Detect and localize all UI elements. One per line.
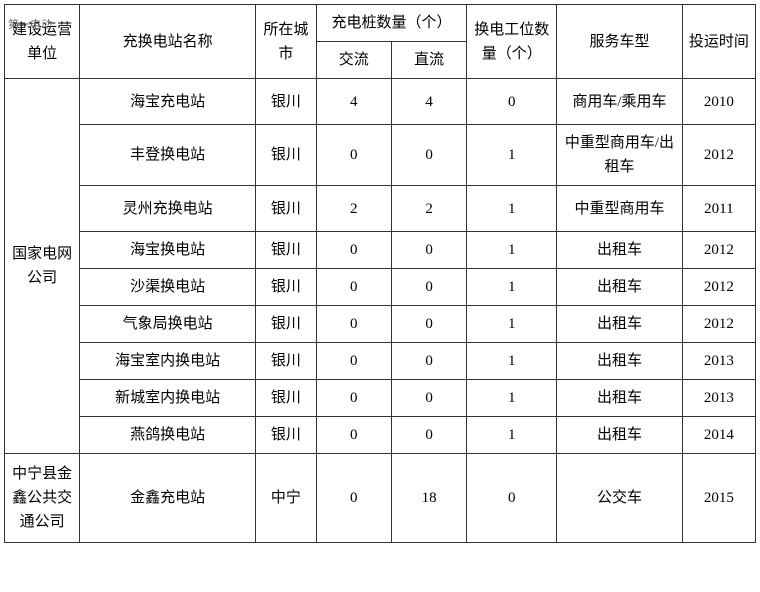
cell-dc: 0 [391,343,466,380]
cell-year: 2012 [682,306,755,343]
header-charger-count: 充电桩数量（个） [316,5,467,42]
cell-ac: 0 [316,125,391,186]
cell-ac: 0 [316,343,391,380]
cell-year: 2013 [682,343,755,380]
cell-type: 中重型商用车/出租车 [557,125,683,186]
cell-ac: 0 [316,380,391,417]
cell-dc: 0 [391,417,466,454]
cell-station: 气象局换电站 [80,306,256,343]
cell-dc: 4 [391,79,466,125]
cell-city: 银川 [256,380,317,417]
cell-dc: 0 [391,125,466,186]
cell-city: 银川 [256,125,317,186]
cell-station: 新城室内换电站 [80,380,256,417]
cell-station: 丰登换电站 [80,125,256,186]
cell-operator: 国家电网公司 [5,79,80,454]
table-header: 建设运营单位 充换电站名称 所在城市 充电桩数量（个） 换电工位数量（个） 服务… [5,5,756,79]
header-year: 投运时间 [682,5,755,79]
cell-dc: 0 [391,380,466,417]
cell-city: 银川 [256,306,317,343]
cell-city: 银川 [256,79,317,125]
cell-station: 海宝换电站 [80,232,256,269]
cell-station: 沙渠换电站 [80,269,256,306]
table-row: 灵州充换电站银川221中重型商用车2011 [5,186,756,232]
cell-type: 商用车/乘用车 [557,79,683,125]
cell-type: 出租车 [557,232,683,269]
cell-type: 出租车 [557,380,683,417]
cell-ac: 0 [316,269,391,306]
header-ac: 交流 [316,42,391,79]
cell-operator: 中宁县金鑫公共交通公司 [5,454,80,543]
table-row: 沙渠换电站银川001出租车2012 [5,269,756,306]
cell-swap: 1 [467,125,557,186]
cell-swap: 0 [467,454,557,543]
table-row: 气象局换电站银川001出租车2012 [5,306,756,343]
header-station: 充换电站名称 [80,5,256,79]
header-city: 所在城市 [256,5,317,79]
cell-ac: 0 [316,454,391,543]
cell-dc: 2 [391,186,466,232]
cell-type: 出租车 [557,269,683,306]
header-dc: 直流 [391,42,466,79]
cell-year: 2013 [682,380,755,417]
cell-swap: 0 [467,79,557,125]
cell-swap: 1 [467,232,557,269]
cell-year: 2012 [682,125,755,186]
table-row: 燕鸽换电站银川001出租车2014 [5,417,756,454]
header-vehicle-type: 服务车型 [557,5,683,79]
cell-ac: 0 [316,232,391,269]
cell-city: 银川 [256,417,317,454]
table-body: 国家电网公司海宝充电站银川440商用车/乘用车2010丰登换电站银川001中重型… [5,79,756,543]
cell-station: 金鑫充电站 [80,454,256,543]
cell-type: 出租车 [557,306,683,343]
cell-ac: 0 [316,306,391,343]
cell-year: 2012 [682,269,755,306]
cell-station: 灵州充换电站 [80,186,256,232]
table-row: 新城室内换电站银川001出租车2013 [5,380,756,417]
header-swap-count: 换电工位数量（个） [467,5,557,79]
cell-city: 银川 [256,343,317,380]
cell-ac: 4 [316,79,391,125]
table-row: 中宁县金鑫公共交通公司金鑫充电站中宁0180公交车2015 [5,454,756,543]
cell-swap: 1 [467,417,557,454]
cell-swap: 1 [467,186,557,232]
cell-swap: 1 [467,380,557,417]
cell-city: 银川 [256,269,317,306]
cell-type: 中重型商用车 [557,186,683,232]
cell-ac: 2 [316,186,391,232]
cell-dc: 0 [391,232,466,269]
cell-swap: 1 [467,306,557,343]
cell-swap: 1 [467,343,557,380]
table-row: 丰登换电站银川001中重型商用车/出租车2012 [5,125,756,186]
cell-dc: 18 [391,454,466,543]
table-row: 海宝室内换电站银川001出租车2013 [5,343,756,380]
table-row: 国家电网公司海宝充电站银川440商用车/乘用车2010 [5,79,756,125]
charging-station-table: 建设运营单位 充换电站名称 所在城市 充电桩数量（个） 换电工位数量（个） 服务… [4,4,756,543]
cell-dc: 0 [391,269,466,306]
cell-dc: 0 [391,306,466,343]
cell-year: 2011 [682,186,755,232]
cell-city: 银川 [256,232,317,269]
table-row: 海宝换电站银川001出租车2012 [5,232,756,269]
watermark-text: 第一电动 [8,16,52,32]
cell-year: 2012 [682,232,755,269]
cell-year: 2010 [682,79,755,125]
cell-year: 2015 [682,454,755,543]
cell-type: 出租车 [557,417,683,454]
cell-station: 海宝室内换电站 [80,343,256,380]
cell-city: 银川 [256,186,317,232]
cell-station: 燕鸽换电站 [80,417,256,454]
cell-city: 中宁 [256,454,317,543]
cell-station: 海宝充电站 [80,79,256,125]
cell-swap: 1 [467,269,557,306]
cell-ac: 0 [316,417,391,454]
cell-year: 2014 [682,417,755,454]
cell-type: 出租车 [557,343,683,380]
cell-type: 公交车 [557,454,683,543]
